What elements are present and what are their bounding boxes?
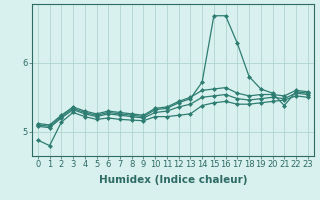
X-axis label: Humidex (Indice chaleur): Humidex (Indice chaleur) [99,175,247,185]
